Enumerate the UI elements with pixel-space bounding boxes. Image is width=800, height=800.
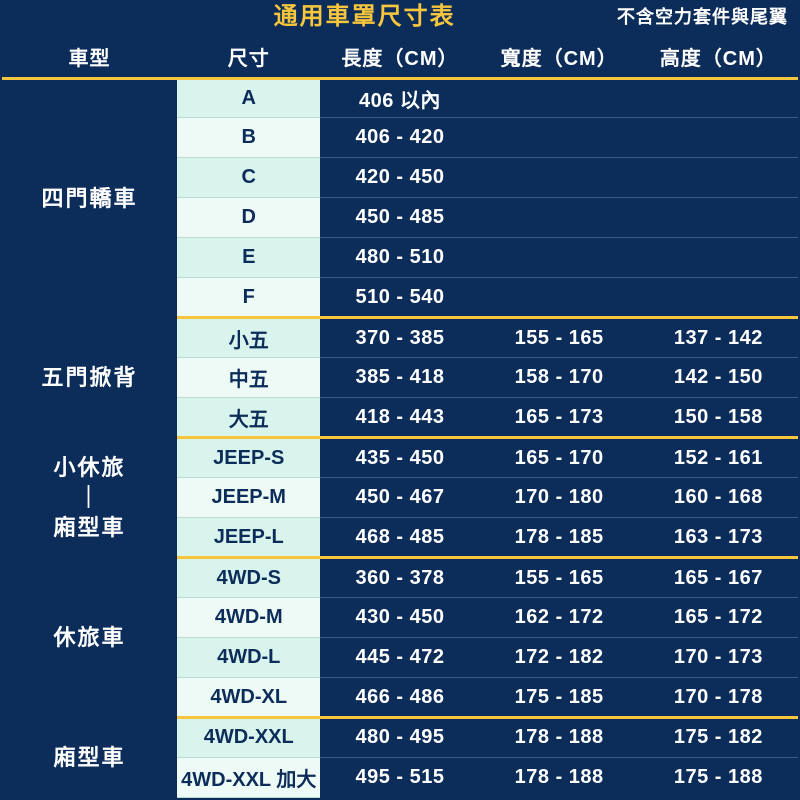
length-cell: 385 - 418 xyxy=(320,358,479,398)
height-cell: 137 - 142 xyxy=(639,318,798,358)
height-cell: 152 - 161 xyxy=(639,438,798,478)
width-cell: 155 - 165 xyxy=(480,318,639,358)
height-cell: 170 - 173 xyxy=(639,638,798,678)
table-body: 四門轎車A406 以內B406 - 420C420 - 450D450 - 48… xyxy=(2,78,798,798)
width-cell xyxy=(480,158,639,198)
width-cell: 178 - 185 xyxy=(480,518,639,558)
height-cell: 142 - 150 xyxy=(639,358,798,398)
length-cell: 445 - 472 xyxy=(320,638,479,678)
height-cell xyxy=(639,158,798,198)
length-cell: 480 - 510 xyxy=(320,238,479,278)
size-cell: 大五 xyxy=(177,398,320,438)
length-cell: 480 - 495 xyxy=(320,718,479,758)
width-cell: 178 - 188 xyxy=(480,718,639,758)
size-cell: JEEP-S xyxy=(177,438,320,478)
width-cell: 162 - 172 xyxy=(480,598,639,638)
category-cell: 廂型車 xyxy=(2,718,177,798)
height-cell: 175 - 182 xyxy=(639,718,798,758)
size-cell: 4WD-XXL xyxy=(177,718,320,758)
col-size: 尺寸 xyxy=(177,36,320,78)
size-cell: 4WD-XXL 加大 xyxy=(177,757,320,797)
size-cell: 4WD-S xyxy=(177,558,320,598)
height-cell xyxy=(639,238,798,278)
width-cell xyxy=(480,78,639,118)
height-cell xyxy=(639,78,798,118)
size-chart: 通用車罩尺寸表 不含空力套件與尾翼 車型 尺寸 長度（CM） 寬度（CM） 高度… xyxy=(0,0,800,800)
col-category: 車型 xyxy=(2,36,177,78)
size-cell: 中五 xyxy=(177,358,320,398)
category-cell: 小休旅｜廂型車 xyxy=(2,438,177,558)
width-cell xyxy=(480,278,639,318)
length-cell: 466 - 486 xyxy=(320,678,479,718)
width-cell: 165 - 173 xyxy=(480,398,639,438)
width-cell: 170 - 180 xyxy=(480,478,639,518)
table-row: 小休旅｜廂型車JEEP-S435 - 450165 - 170152 - 161 xyxy=(2,438,798,478)
height-cell: 150 - 158 xyxy=(639,398,798,438)
height-cell: 175 - 188 xyxy=(639,757,798,797)
length-cell: 418 - 443 xyxy=(320,398,479,438)
size-table: 車型 尺寸 長度（CM） 寬度（CM） 高度（CM） 四門轎車A406 以內B4… xyxy=(2,36,798,798)
length-cell: 435 - 450 xyxy=(320,438,479,478)
length-cell: 450 - 485 xyxy=(320,198,479,238)
size-cell: D xyxy=(177,198,320,238)
category-cell: 五門掀背 xyxy=(2,318,177,438)
width-cell: 158 - 170 xyxy=(480,358,639,398)
height-cell: 163 - 173 xyxy=(639,518,798,558)
height-cell xyxy=(639,198,798,238)
width-cell: 155 - 165 xyxy=(480,558,639,598)
table-row: 四門轎車A406 以內 xyxy=(2,78,798,118)
size-cell: 4WD-L xyxy=(177,638,320,678)
table-row: 休旅車4WD-S360 - 378155 - 165165 - 167 xyxy=(2,558,798,598)
height-cell: 165 - 172 xyxy=(639,598,798,638)
length-cell: 450 - 467 xyxy=(320,478,479,518)
size-cell: 4WD-M xyxy=(177,598,320,638)
col-height: 高度（CM） xyxy=(639,36,798,78)
length-cell: 406 - 420 xyxy=(320,118,479,158)
size-cell: E xyxy=(177,238,320,278)
size-cell: 4WD-XL xyxy=(177,678,320,718)
size-cell: A xyxy=(177,78,320,118)
size-cell: 小五 xyxy=(177,318,320,358)
height-cell: 165 - 167 xyxy=(639,558,798,598)
category-cell: 休旅車 xyxy=(2,558,177,718)
height-cell xyxy=(639,278,798,318)
size-cell: F xyxy=(177,278,320,318)
length-cell: 430 - 450 xyxy=(320,598,479,638)
length-cell: 495 - 515 xyxy=(320,757,479,797)
width-cell xyxy=(480,238,639,278)
height-cell: 170 - 178 xyxy=(639,678,798,718)
width-cell: 172 - 182 xyxy=(480,638,639,678)
size-cell: JEEP-M xyxy=(177,478,320,518)
width-cell: 165 - 170 xyxy=(480,438,639,478)
col-width: 寬度（CM） xyxy=(480,36,639,78)
length-cell: 406 以內 xyxy=(320,78,479,118)
size-cell: C xyxy=(177,158,320,198)
title-bar: 通用車罩尺寸表 不含空力套件與尾翼 xyxy=(2,2,798,36)
width-cell xyxy=(480,198,639,238)
length-cell: 420 - 450 xyxy=(320,158,479,198)
table-row: 五門掀背小五370 - 385155 - 165137 - 142 xyxy=(2,318,798,358)
size-cell: JEEP-L xyxy=(177,518,320,558)
length-cell: 360 - 378 xyxy=(320,558,479,598)
chart-title: 通用車罩尺寸表 xyxy=(2,0,464,34)
width-cell: 175 - 185 xyxy=(480,678,639,718)
size-cell: B xyxy=(177,118,320,158)
table-row: 廂型車4WD-XXL480 - 495178 - 188175 - 182 xyxy=(2,718,798,758)
category-cell: 四門轎車 xyxy=(2,78,177,318)
chart-subtitle: 不含空力套件與尾翼 xyxy=(464,0,798,34)
width-cell xyxy=(480,118,639,158)
height-cell: 160 - 168 xyxy=(639,478,798,518)
header-row: 車型 尺寸 長度（CM） 寬度（CM） 高度（CM） xyxy=(2,36,798,78)
col-length: 長度（CM） xyxy=(320,36,479,78)
length-cell: 370 - 385 xyxy=(320,318,479,358)
length-cell: 468 - 485 xyxy=(320,518,479,558)
length-cell: 510 - 540 xyxy=(320,278,479,318)
height-cell xyxy=(639,118,798,158)
width-cell: 178 - 188 xyxy=(480,757,639,797)
